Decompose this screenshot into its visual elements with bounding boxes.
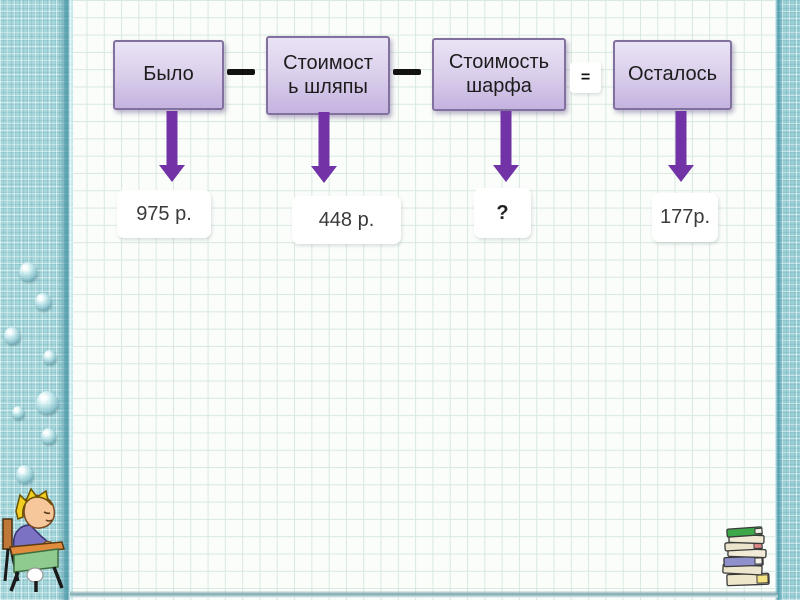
water-drop-icon bbox=[36, 391, 58, 414]
term-box-label: Стоимость bbox=[448, 50, 550, 73]
equals-operator: = bbox=[570, 62, 601, 93]
term-box-label: Было bbox=[143, 63, 194, 86]
minus-operator bbox=[393, 69, 421, 75]
term-box-label: Осталось bbox=[627, 63, 718, 86]
water-drop-icon bbox=[12, 406, 24, 419]
slide-bottom-edge bbox=[70, 591, 778, 598]
water-drop-icon bbox=[35, 293, 51, 310]
term-box-scarf-cost: Стоимость шарфа bbox=[432, 38, 566, 111]
water-drop-icon bbox=[4, 327, 20, 344]
minus-operator bbox=[227, 69, 255, 75]
water-drop-icon bbox=[16, 465, 33, 483]
water-drop-icon bbox=[43, 350, 56, 364]
value-chip-unknown: ? bbox=[474, 188, 531, 238]
value-chip-ostalos: 177р. bbox=[652, 193, 718, 242]
down-arrow-icon bbox=[493, 111, 519, 182]
term-box-bylo: Было bbox=[113, 40, 224, 110]
value-chip-bylo: 975 р. bbox=[117, 190, 211, 238]
down-arrow-icon bbox=[311, 112, 337, 183]
left-tile-border bbox=[0, 0, 73, 600]
value-chip-hat: 448 р. bbox=[292, 196, 401, 244]
term-box-hat-cost: Стоимост ь шляпы bbox=[266, 36, 390, 115]
down-arrow-icon bbox=[159, 111, 185, 182]
term-box-ostalos: Осталось bbox=[613, 40, 732, 110]
water-drop-icon bbox=[41, 428, 56, 444]
down-arrow-icon bbox=[668, 111, 694, 182]
student-at-desk-illustration bbox=[2, 487, 65, 592]
right-tile-border bbox=[775, 0, 800, 600]
water-drop-icon bbox=[19, 262, 37, 281]
term-box-label: Стоимост bbox=[283, 51, 373, 74]
books-stack-illustration bbox=[722, 526, 770, 587]
